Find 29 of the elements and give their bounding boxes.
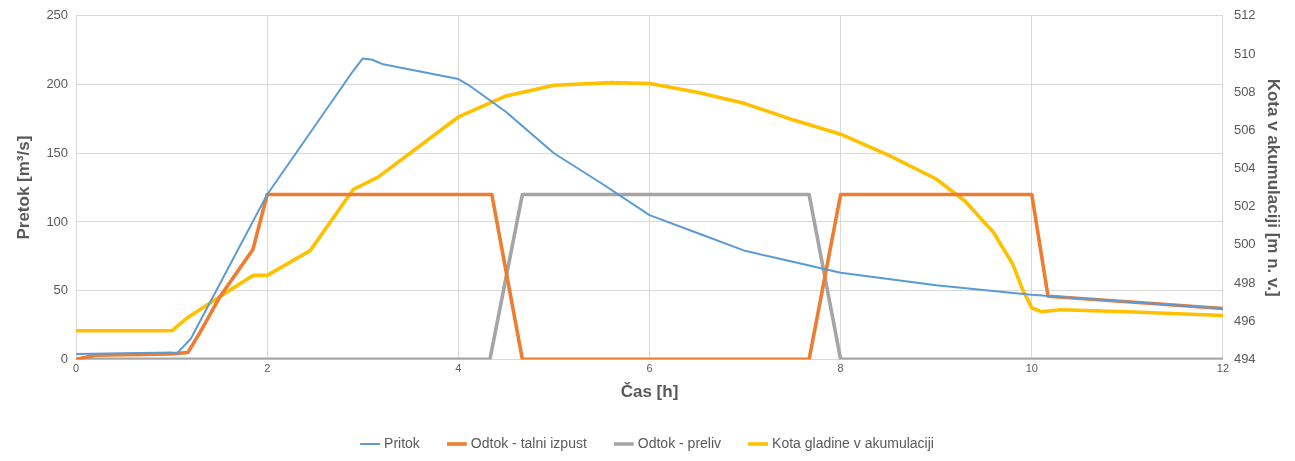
y2-tick-label: 494 — [1233, 350, 1256, 366]
y2-tick-label: 504 — [1233, 160, 1256, 176]
x-tick-label: 4 — [455, 362, 462, 375]
y-tick-label: 50 — [53, 282, 69, 298]
y2-tick-label: 498 — [1233, 274, 1256, 290]
y-tick-label: 250 — [46, 7, 69, 23]
y2-axis-title: Kota v akumulaciji [m n. v.] — [1264, 78, 1284, 297]
x-tick-label: 12 — [1216, 362, 1230, 375]
y-tick-label: 100 — [46, 213, 69, 229]
x-tick-label: 0 — [73, 362, 80, 375]
y2-tick-label: 500 — [1233, 236, 1256, 252]
y2-tick-label: 512 — [1233, 7, 1256, 23]
y2-tick-label: 510 — [1233, 45, 1256, 61]
legend-label: Pritok — [384, 434, 421, 451]
y2-tick-label: 502 — [1233, 198, 1256, 214]
y2-tick-label: 506 — [1233, 121, 1256, 137]
x-tick-label: 6 — [646, 362, 653, 375]
y2-tick-label: 496 — [1233, 312, 1256, 328]
legend-label: Odtok - preliv — [637, 434, 722, 451]
x-tick-label: 8 — [837, 362, 844, 375]
y2-tick-label: 508 — [1233, 83, 1256, 99]
x-axis-title: Čas [h] — [620, 382, 679, 402]
x-tick-label: 2 — [264, 362, 271, 375]
legend-label: Kota gladine v akumulaciji — [772, 434, 934, 451]
legend-label: Odtok - talni izpust — [470, 434, 587, 451]
y-axis-title: Pretok [m³/s] — [13, 135, 33, 240]
y-tick-label: 150 — [46, 144, 69, 160]
x-tick-label: 10 — [1025, 362, 1038, 375]
y-tick-label: 200 — [46, 76, 69, 92]
